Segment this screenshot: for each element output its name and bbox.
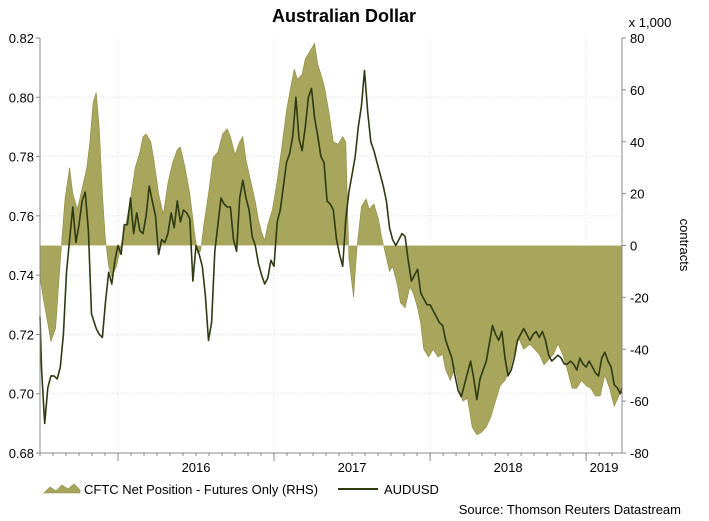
cftc-net-position-area bbox=[39, 42, 623, 436]
x-axis-ticks: 2016 2017 2018 2019 bbox=[39, 453, 619, 475]
left-tick-label: 0.72 bbox=[9, 327, 34, 342]
left-tick-label: 0.74 bbox=[9, 268, 34, 283]
line-layer bbox=[39, 69, 623, 425]
right-tick-label: 80 bbox=[630, 31, 644, 46]
legend-item-line: AUDUSD bbox=[338, 482, 439, 497]
audusd-line bbox=[39, 69, 623, 425]
legend-area-label: CFTC Net Position - Futures Only (RHS) bbox=[84, 482, 318, 497]
right-tick-label: 20 bbox=[630, 187, 644, 202]
source-note: Source: Thomson Reuters Datastream bbox=[459, 502, 681, 516]
legend-line-label: AUDUSD bbox=[384, 482, 439, 497]
left-tick-label: 0.78 bbox=[9, 150, 34, 165]
x-tick-label: 2019 bbox=[590, 460, 619, 475]
legend-area-swatch bbox=[43, 483, 81, 494]
right-tick-label: -20 bbox=[630, 290, 649, 305]
x-tick-label: 2018 bbox=[494, 460, 523, 475]
right-axis-unit: x 1,000 bbox=[629, 15, 672, 30]
left-tick-label: 0.68 bbox=[9, 446, 34, 461]
right-tick-label: 60 bbox=[630, 83, 644, 98]
x-tick-label: 2016 bbox=[182, 460, 211, 475]
right-tick-label: 40 bbox=[630, 135, 644, 150]
right-tick-label: -40 bbox=[630, 342, 649, 357]
x-tick-label: 2017 bbox=[338, 460, 367, 475]
left-axis-ticks: 0.68 0.70 0.72 0.74 0.76 0.78 0.80 0.82 bbox=[9, 31, 40, 461]
left-tick-label: 0.80 bbox=[9, 90, 34, 105]
left-tick-label: 0.82 bbox=[9, 31, 34, 46]
right-tick-label: 0 bbox=[630, 239, 637, 254]
right-tick-label: -60 bbox=[630, 394, 649, 409]
right-axis-ticks: -80 -60 -40 -20 0 20 40 60 80 bbox=[622, 31, 649, 461]
left-tick-label: 0.70 bbox=[9, 387, 34, 402]
legend: CFTC Net Position - Futures Only (RHS) A… bbox=[43, 482, 439, 497]
left-tick-label: 0.76 bbox=[9, 209, 34, 224]
right-axis-label: contracts bbox=[677, 219, 692, 272]
chart-title: Australian Dollar bbox=[272, 6, 416, 26]
right-tick-label: -80 bbox=[630, 446, 649, 461]
area-layer bbox=[39, 42, 623, 436]
legend-item-area: CFTC Net Position - Futures Only (RHS) bbox=[43, 482, 318, 497]
